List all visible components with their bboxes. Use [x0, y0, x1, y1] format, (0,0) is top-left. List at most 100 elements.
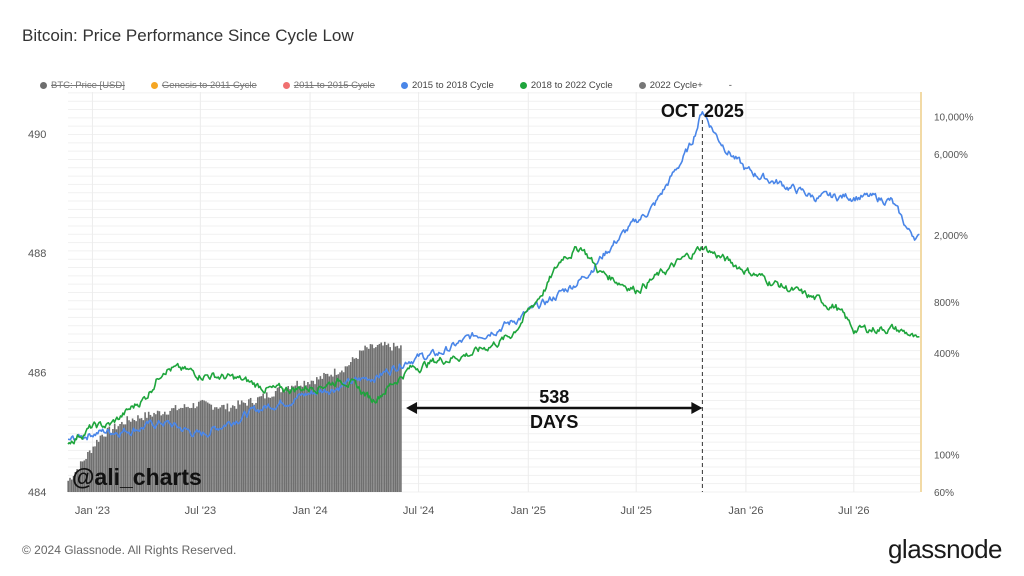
bar-2022-cycle	[172, 408, 175, 492]
y-right-tick-label: 6,000%	[934, 150, 968, 161]
bar-2022-cycle	[130, 421, 132, 492]
bar-2022-cycle	[317, 379, 320, 492]
y-right-tick-label: 100%	[934, 451, 960, 462]
bar-2022-cycle	[394, 346, 397, 492]
bar-2022-cycle	[316, 377, 318, 492]
bar-2022-cycle	[398, 348, 400, 492]
legend-item-genesis-cycle[interactable]: Genesis to 2011 Cycle	[150, 80, 257, 91]
legend-item-2011-cycle[interactable]: 2011 to 2015 Cycle	[282, 80, 375, 91]
bar-2022-cycle	[108, 426, 111, 492]
bar-2022-cycle	[219, 407, 222, 492]
bar-2022-cycle	[205, 401, 207, 492]
bar-2022-cycle	[151, 416, 154, 492]
bar-2022-cycle	[242, 402, 245, 492]
bar-2022-cycle	[378, 343, 381, 492]
bar-2022-cycle	[373, 348, 375, 492]
legend-dot-icon	[40, 82, 47, 89]
bar-2022-cycle	[183, 404, 186, 492]
arrow-right-icon	[691, 402, 703, 414]
bar-2022-cycle	[323, 372, 325, 492]
bar-2022-cycle	[346, 366, 349, 492]
bar-2022-cycle	[337, 374, 340, 492]
legend-label: 2022 Cycle+	[649, 80, 703, 91]
legend: BTC: Price [USD] Genesis to 2011 Cycle 2…	[40, 80, 732, 91]
bar-2022-cycle	[165, 414, 168, 492]
legend-dot-icon	[638, 82, 646, 89]
bar-2022-cycle	[180, 407, 182, 492]
legend-item-btc-price[interactable]: BTC: Price [USD]	[40, 80, 125, 91]
bar-2022-cycle	[269, 397, 272, 492]
legend-label: 2011 to 2015 Cycle	[293, 80, 375, 91]
bar-2022-cycle	[303, 380, 306, 492]
bar-2022-cycle	[181, 408, 184, 492]
bar-2022-cycle	[265, 392, 268, 492]
bar-2022-cycle	[215, 407, 218, 492]
bar-2022-cycle	[169, 410, 171, 492]
bar-2022-cycle	[103, 436, 105, 492]
bar-2022-cycle	[147, 411, 150, 492]
arrow-left-icon	[406, 402, 418, 414]
bar-2022-cycle	[199, 400, 202, 492]
legend-label: 2015 to 2018 Cycle	[411, 80, 494, 91]
legend-item-2018-cycle[interactable]: 2018 to 2022 Cycle	[519, 80, 613, 91]
y-right-tick-label: 800%	[934, 298, 960, 309]
bar-2022-cycle	[156, 410, 159, 492]
bar-2022-cycle	[135, 421, 137, 492]
legend-dot-icon	[400, 82, 408, 89]
bar-2022-cycle	[235, 408, 238, 492]
bar-2022-cycle	[367, 348, 370, 492]
bar-2022-cycle	[94, 446, 96, 492]
bar-2022-cycle	[110, 432, 112, 492]
legend-item-2015-cycle[interactable]: 2015 to 2018 Cycle	[400, 80, 494, 91]
bar-2022-cycle	[339, 372, 341, 492]
bar-2022-cycle	[160, 415, 163, 492]
line-2018-to-2022-cycle	[67, 245, 920, 445]
bar-2022-cycle	[221, 405, 223, 492]
bar-2022-cycle	[351, 357, 354, 492]
bar-2022-cycle	[294, 385, 297, 492]
legend-label: Genesis to 2011 Cycle	[161, 80, 257, 91]
brand-logo: glassnode	[887, 534, 1003, 564]
bar-2022-cycle	[271, 396, 273, 492]
bar-2022-cycle	[289, 389, 291, 492]
legend-item-2022-cycle[interactable]: 2022 Cycle+	[638, 80, 703, 91]
y-right-tick-label: 2,000%	[934, 231, 968, 242]
bar-2022-cycle	[196, 406, 198, 492]
bar-2022-cycle	[104, 436, 107, 492]
bar-2022-cycle	[290, 385, 293, 492]
legend-label: 2018 to 2022 Cycle	[530, 80, 613, 91]
bar-2022-cycle	[194, 408, 196, 492]
bar-2022-cycle	[255, 402, 257, 492]
bar-2022-cycle	[233, 406, 236, 492]
bar-2022-cycle	[203, 400, 205, 492]
bar-2022-cycle	[274, 391, 277, 492]
chart-title: Bitcoin: Price Performance Since Cycle L…	[22, 26, 354, 45]
bar-2022-cycle	[146, 417, 148, 492]
bar-2022-cycle	[362, 350, 365, 492]
bar-2022-cycle	[296, 380, 298, 492]
bar-2022-cycle	[88, 450, 91, 492]
bar-2022-cycle	[224, 409, 227, 492]
bar-2022-cycle	[341, 370, 343, 492]
bar-2022-cycle	[124, 424, 127, 492]
bar-2022-cycle	[396, 345, 399, 492]
x-tick-label: Jul '26	[838, 505, 869, 517]
y-left-tick-label: 484	[28, 487, 46, 499]
x-tick-label: Jul '25	[620, 505, 651, 517]
annotations: OCT 2025 538 DAYS @ali_charts	[72, 101, 744, 492]
bar-series-2022-cycle	[67, 341, 402, 492]
bar-2022-cycle	[167, 414, 170, 492]
bar-2022-cycle	[332, 376, 334, 492]
bar-2022-cycle	[262, 393, 264, 492]
bar-2022-cycle	[101, 434, 103, 492]
legend-item-extra[interactable]: -	[729, 80, 732, 91]
axes: 484 486 488 490 60% 100% 400% 800% 2,000% 6,000% 1…	[28, 92, 974, 517]
bar-2022-cycle	[201, 399, 204, 492]
bar-2022-cycle	[280, 392, 282, 492]
bar-2022-cycle	[76, 469, 78, 492]
x-tick-label: Jan '25	[511, 505, 546, 517]
bar-2022-cycle	[360, 350, 363, 492]
bar-2022-cycle	[126, 416, 129, 492]
bar-2022-cycle	[308, 384, 311, 492]
bar-2022-cycle	[371, 344, 374, 492]
